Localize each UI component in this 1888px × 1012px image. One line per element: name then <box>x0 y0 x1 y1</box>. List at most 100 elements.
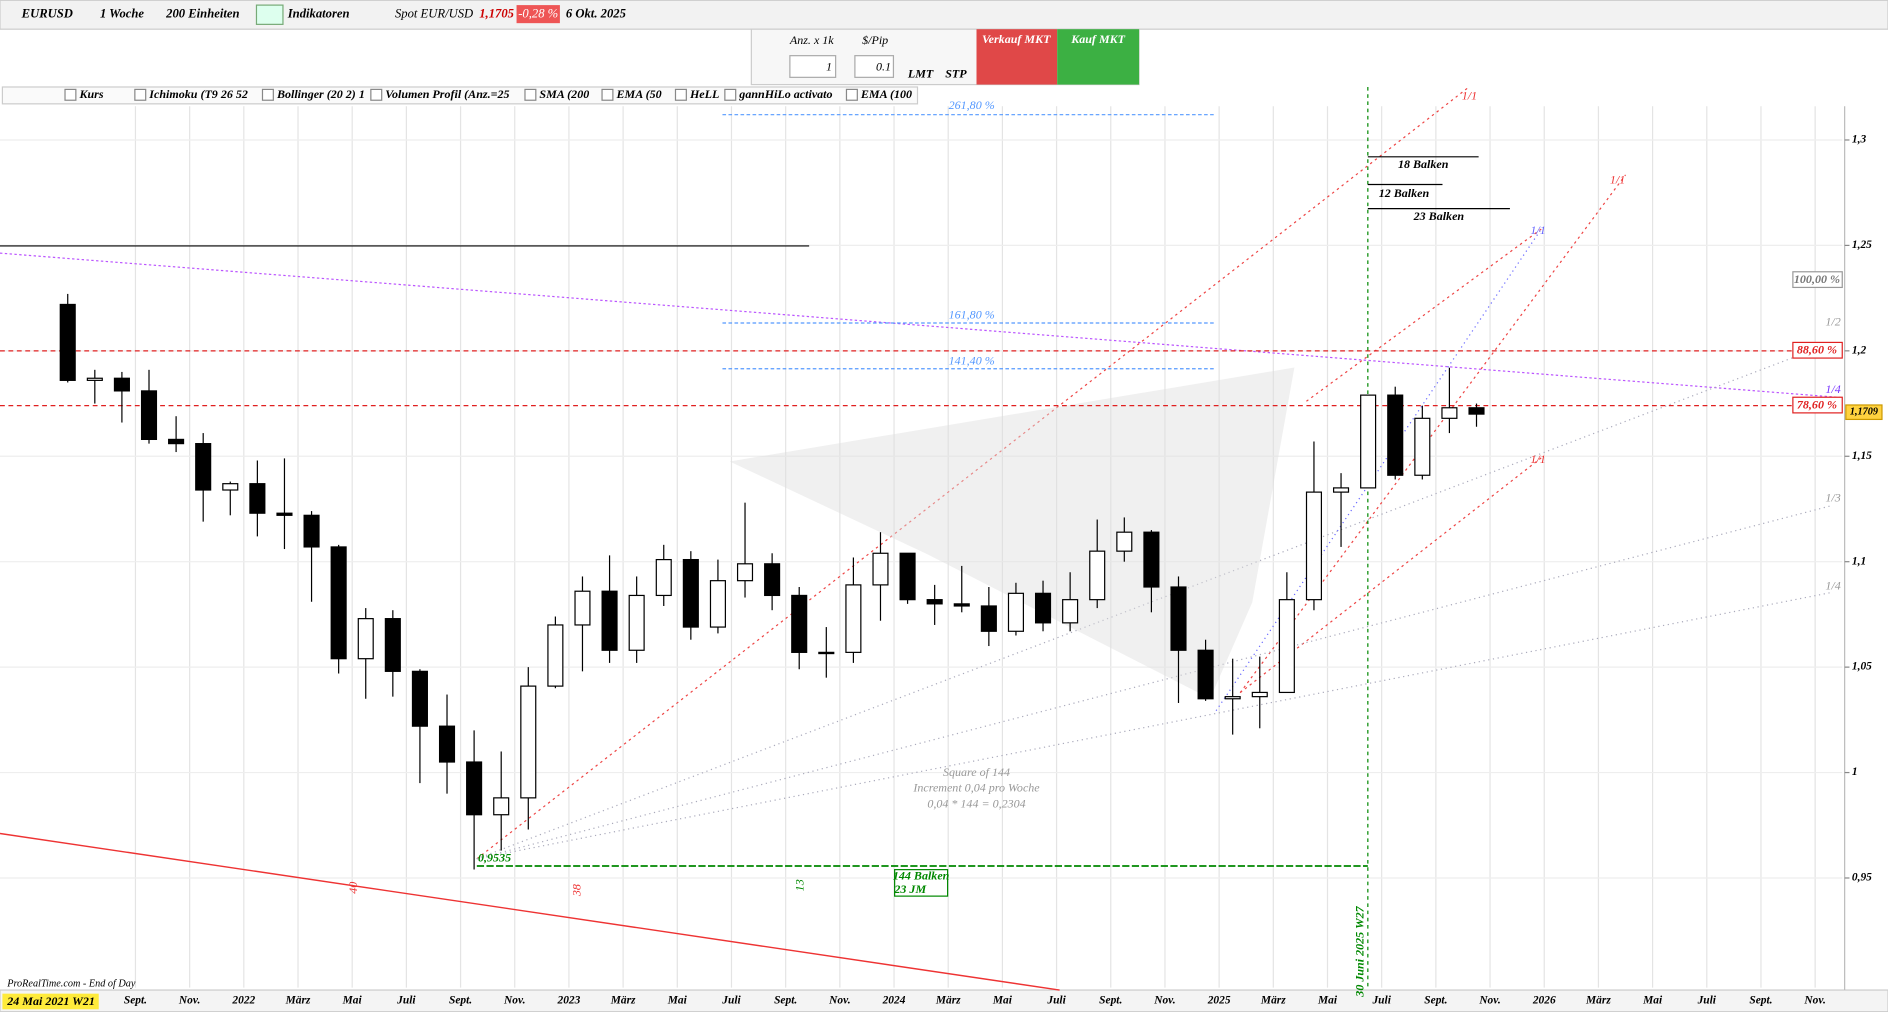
indicator-label: Ichimoku (T9 26 52 <box>148 87 248 101</box>
qty: 1 <box>826 59 832 73</box>
x-tick-label: Nov. <box>503 995 525 1007</box>
checkbox[interactable] <box>524 88 537 101</box>
gann-label: 1/3 <box>1825 491 1840 505</box>
candle-body <box>1034 592 1052 624</box>
candle-body <box>520 685 537 799</box>
note: Square of 144 <box>943 765 1010 779</box>
date: 6 Okt. 2025 <box>566 7 626 21</box>
cursor-label: 24 Mai 2021 W21 <box>6 994 95 1008</box>
candle-body <box>1468 407 1485 415</box>
x-tick-label: Nov. <box>1478 995 1500 1007</box>
arrow-label: 40 <box>346 882 360 894</box>
qty-input[interactable] <box>789 55 837 78</box>
x-tick-label: Juli <box>1046 995 1066 1007</box>
sell-label: Verkauf MKT <box>982 32 1051 46</box>
fib-label: 141,40 % <box>949 353 995 367</box>
cursor-box <box>2 993 99 1010</box>
x-tick-label: Juli <box>1697 995 1717 1007</box>
gann-line <box>1239 174 1626 693</box>
drawings <box>0 86 1843 991</box>
candle-body <box>493 797 510 816</box>
checkbox[interactable] <box>724 88 737 101</box>
fib-label: 161,80 % <box>949 308 995 322</box>
x-tick-label: Mai <box>667 995 688 1007</box>
candle-body <box>1305 491 1323 601</box>
x-tick-label: März <box>935 995 961 1007</box>
candle-body <box>736 563 754 582</box>
arrow-label: 38 <box>570 884 584 897</box>
qty-label: Anz. x 1k <box>789 33 834 47</box>
level-box <box>1792 271 1843 289</box>
checkbox[interactable] <box>601 88 614 101</box>
indicator-icon <box>255 4 284 25</box>
x-tick-label: März <box>1585 995 1611 1007</box>
indicator-label: SMA (200 <box>539 87 589 101</box>
candle-body <box>86 377 103 381</box>
count-label: 23 Balken <box>1413 209 1465 223</box>
indicators[interactable]: Indikatoren <box>287 7 350 21</box>
symbol[interactable]: EURUSD <box>21 7 73 21</box>
x-tick-label: Nov. <box>828 995 850 1007</box>
x-tick-label: Sept. <box>1749 995 1772 1007</box>
candle-body <box>1332 487 1350 493</box>
stp[interactable]: STP <box>945 67 967 81</box>
checkbox[interactable] <box>261 88 274 101</box>
y-tick-label: 1 <box>1852 766 1858 778</box>
x-tick-label: Nov. <box>1803 995 1825 1007</box>
candle-body <box>222 483 239 491</box>
candle-body <box>547 624 564 687</box>
candle-body <box>1278 599 1295 694</box>
count-label: 144 Balken <box>893 869 950 883</box>
x-tick-label: Mai <box>342 995 363 1007</box>
indicator-bar <box>1 86 919 105</box>
candle-body <box>1224 696 1241 700</box>
candle-body <box>682 558 699 628</box>
spot-change: -0,28 % <box>518 7 558 21</box>
x-tick-label: März <box>610 995 636 1007</box>
pip-input[interactable] <box>854 55 895 78</box>
y-tick-label: 1,15 <box>1852 450 1872 462</box>
gann-line <box>476 342 1831 860</box>
arrow-label: 13 <box>792 879 806 891</box>
checkbox[interactable] <box>845 88 858 101</box>
note: 0,04 * 144 = 0,2304 <box>927 796 1025 810</box>
candle-body <box>1170 586 1187 651</box>
x-tick-label: Mai <box>1642 995 1663 1007</box>
annotations: 261,80 % 161,80 % 141,40 % Square of 144… <box>6 88 1841 997</box>
period[interactable]: 1 Woche <box>100 7 144 21</box>
buy-button[interactable] <box>1057 29 1140 85</box>
count-label: 23 JM <box>893 882 927 896</box>
indicator-label: EMA (100 <box>860 87 912 101</box>
candle-body <box>574 590 591 626</box>
checkbox[interactable] <box>674 88 687 101</box>
indicator-label: HeLL <box>689 87 719 101</box>
candle-body <box>1441 407 1458 419</box>
x-tick-label: Sept. <box>1099 995 1122 1007</box>
units[interactable]: 200 Einheiten <box>165 7 239 21</box>
candle-body <box>1414 417 1431 476</box>
count-label: 18 Balken <box>1398 157 1449 171</box>
checkbox[interactable] <box>134 88 147 101</box>
candle-body <box>899 552 916 601</box>
x-tick-label: Juli <box>1371 995 1391 1007</box>
y-tick-label: 1,1 <box>1852 555 1866 567</box>
spot-price: 1,1705 <box>479 7 514 21</box>
date-label: 30 Juni 2025 W27 <box>1352 905 1366 997</box>
x-tick-label: 2025 <box>1207 995 1231 1007</box>
x-tick-label: Juli <box>396 995 416 1007</box>
note: Increment 0,04 pro Woche <box>912 781 1040 795</box>
sell-button[interactable] <box>976 29 1058 85</box>
candle-body <box>357 618 374 660</box>
indicator-label: Volumen Profil (Anz.=25 <box>385 87 509 101</box>
spot-label: Spot EUR/USD <box>395 7 473 21</box>
x-tick-label: 2023 <box>557 995 581 1007</box>
candle-body <box>1007 592 1024 632</box>
indicator-list: Kurs Ichimoku (T9 26 52 Bollinger (20 2) 1… <box>64 87 912 101</box>
candle-body <box>438 725 456 763</box>
lmt[interactable]: LMT <box>907 67 934 81</box>
candle-body <box>1251 691 1268 698</box>
checkbox[interactable] <box>370 88 383 101</box>
candle-body <box>1143 531 1160 588</box>
checkbox[interactable] <box>64 88 77 101</box>
